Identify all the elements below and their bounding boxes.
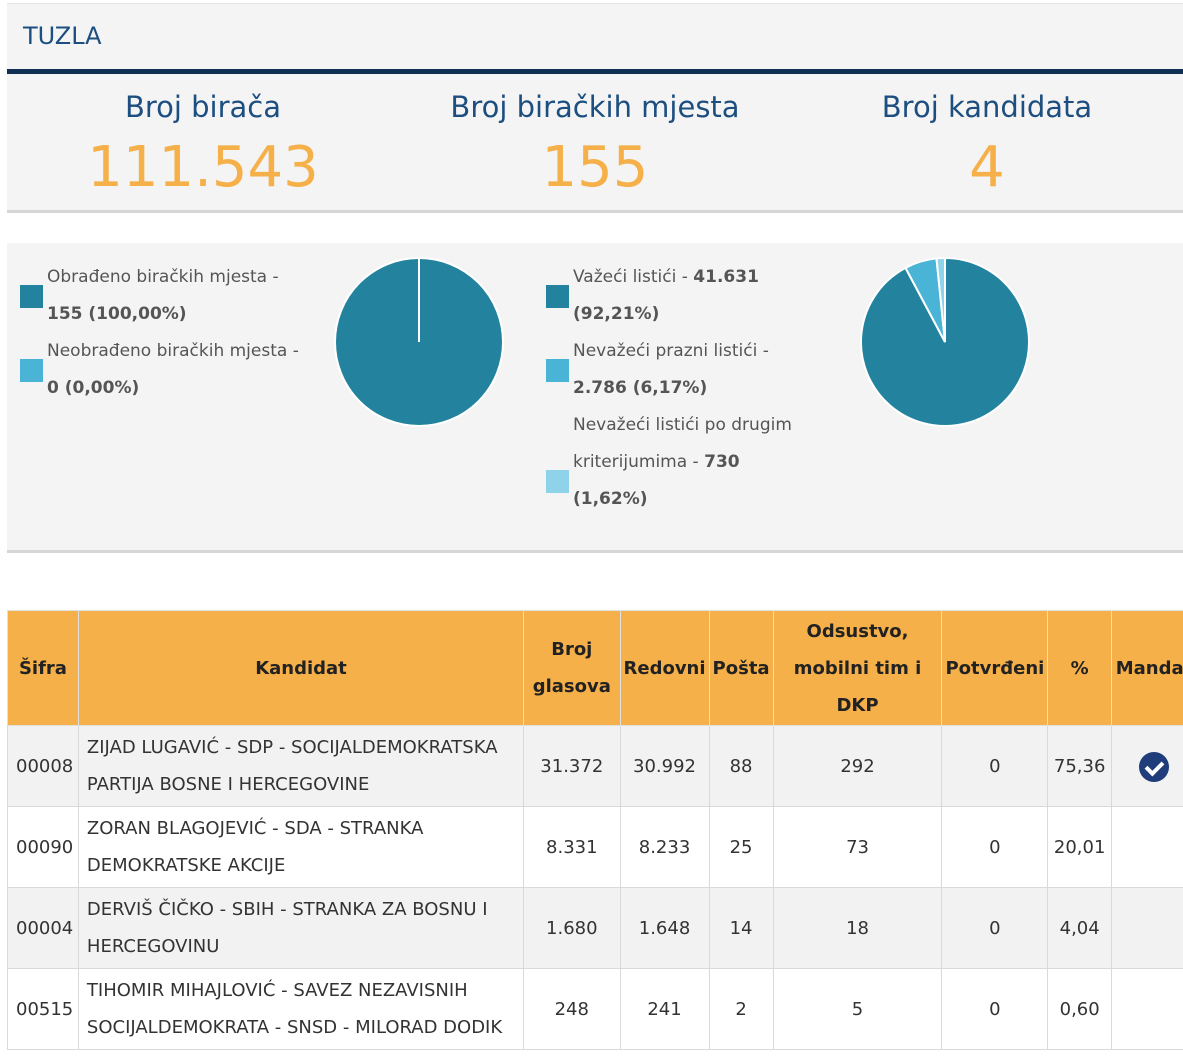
table-row: 00008 ZIJAD LUGAVIĆ - SDP - SOCIJALDEMOK… <box>7 725 1183 807</box>
cell-confirmed: 0 <box>941 725 1049 807</box>
page-title: TUZLA <box>23 22 102 50</box>
cell-confirmed: 0 <box>941 887 1049 969</box>
cell-mail: 2 <box>708 968 774 1050</box>
legend-swatch-unprocessed <box>20 359 43 382</box>
legend-label-other-invalid-1: Nevažeći listići po drugim <box>573 415 792 435</box>
col-code[interactable]: Šifra <box>7 610 79 726</box>
legend-label-valid: Važeći listići - <box>573 267 688 287</box>
stat-voters-value: 111.543 <box>87 135 319 200</box>
legend-swatch-processed <box>20 285 43 308</box>
cell-mandate <box>1111 887 1183 969</box>
col-percent[interactable]: % <box>1047 610 1113 726</box>
cell-percent: 4,04 <box>1047 887 1113 969</box>
cell-candidate: ZORAN BLAGOJEVIĆ - SDA - STRANKA DEMOKRAT… <box>77 806 525 888</box>
stats-panel: Broj birača 111.543 Broj biračkih mjesta… <box>7 74 1183 213</box>
legend-value-valid-count: 41.631 <box>693 267 759 287</box>
stat-voters-label: Broj birača <box>124 90 282 124</box>
region-header: TUZLA <box>7 3 1183 70</box>
legend-label-unprocessed: Neobrađeno biračkih mjesta - <box>47 341 299 361</box>
legend-label-other-invalid-2: kriterijumima - <box>573 452 699 472</box>
col-confirmed[interactable]: Potvrđeni <box>941 610 1049 726</box>
cell-absent: 292 <box>772 725 943 807</box>
legend-swatch-other-invalid <box>546 470 569 493</box>
pie-chart-ballots <box>860 256 1030 427</box>
legend-item-blank: Nevažeći prazni listići - 2.786 (6,17%) <box>533 333 833 407</box>
legend-value-blank: 2.786 (6,17%) <box>573 378 708 398</box>
legend-label-processed: Obrađeno biračkih mjesta - <box>47 267 279 287</box>
stat-voters: Broj birača 111.543 <box>7 74 399 198</box>
cell-regular: 30.992 <box>619 725 710 807</box>
col-absent[interactable]: Odsustvo, mobilni tim i DKP <box>772 610 943 726</box>
cell-mail: 88 <box>708 725 774 807</box>
cell-regular: 1.648 <box>619 887 710 969</box>
col-regular[interactable]: Redovni <box>619 610 710 726</box>
cell-absent: 5 <box>772 968 943 1050</box>
legend-swatch-blank <box>546 359 569 382</box>
cell-confirmed: 0 <box>941 968 1049 1050</box>
cell-mail: 14 <box>708 887 774 969</box>
cell-votes: 1.680 <box>523 887 621 969</box>
header-divider <box>7 69 1183 74</box>
legend-value-other-invalid-pct: (1,62%) <box>573 489 648 509</box>
col-candidate[interactable]: Kandidat <box>77 610 525 726</box>
table-row: 00004 DERVIŠ ČIČKO - SBIH - STRANKA ZA B… <box>7 887 1183 969</box>
col-mail[interactable]: Pošta <box>708 610 774 726</box>
stat-candidates: Broj kandidata 4 <box>791 74 1183 198</box>
cell-code: 00004 <box>7 887 79 969</box>
charts-panel: Obrađeno biračkih mjesta - 155 (100,00%)… <box>7 243 1183 553</box>
cell-confirmed: 0 <box>941 806 1049 888</box>
cell-absent: 73 <box>772 806 943 888</box>
cell-candidate: DERVIŠ ČIČKO - SBIH - STRANKA ZA BOSNU I… <box>77 887 525 969</box>
cell-code: 00090 <box>7 806 79 888</box>
legend-label-blank: Nevažeći prazni listići - <box>573 341 769 361</box>
cell-votes: 31.372 <box>523 725 621 807</box>
cell-percent: 0,60 <box>1047 968 1113 1050</box>
cell-code: 00515 <box>7 968 79 1050</box>
cell-candidate: TIHOMIR MIHAJLOVIĆ - SAVEZ NEZAVISNIH SOC… <box>77 968 525 1050</box>
stat-candidates-label: Broj kandidata <box>881 90 1093 124</box>
col-mandate[interactable]: Mandat <box>1111 610 1183 726</box>
col-votes[interactable]: Broj glasova <box>523 610 621 726</box>
cell-mandate <box>1111 806 1183 888</box>
cell-candidate: ZIJAD LUGAVIĆ - SDP - SOCIJALDEMOKRATSKA… <box>77 725 525 807</box>
legend-item-valid: Važeći listići - 41.631 (92,21%) <box>533 259 833 333</box>
legend-value-valid-pct: (92,21%) <box>573 304 660 324</box>
pie-chart-processing <box>334 257 504 427</box>
cell-regular: 241 <box>619 968 710 1050</box>
table-header-row: Šifra Kandidat Broj glasova Redovni Pošta… <box>7 610 1183 726</box>
legend-value-unprocessed: 0 (0,00%) <box>47 378 140 398</box>
cell-mail: 25 <box>708 806 774 888</box>
chart2-legend: Važeći listići - 41.631 (92,21%) Nevažeć… <box>533 259 833 518</box>
stat-candidates-value: 4 <box>969 135 1005 200</box>
legend-item-processed: Obrađeno biračkih mjesta - 155 (100,00%) <box>7 259 307 333</box>
legend-item-other-invalid: Nevažeći listići po drugim kriterijumima… <box>533 407 833 518</box>
cell-votes: 8.331 <box>523 806 621 888</box>
cell-percent: 75,36 <box>1047 725 1113 807</box>
stat-polling-stations-label: Broj biračkih mjesta <box>450 90 740 124</box>
cell-absent: 18 <box>772 887 943 969</box>
stat-polling-stations: Broj biračkih mjesta 155 <box>399 74 791 198</box>
cell-mandate <box>1111 968 1183 1050</box>
table-row: 00090 ZORAN BLAGOJEVIĆ - SDA - STRANKA DE… <box>7 806 1183 888</box>
legend-value-other-invalid-count: 730 <box>704 452 740 472</box>
legend-value-processed: 155 (100,00%) <box>47 304 187 324</box>
legend-swatch-valid <box>546 285 569 308</box>
cell-regular: 8.233 <box>619 806 710 888</box>
chart1-legend: Obrađeno biračkih mjesta - 155 (100,00%)… <box>7 259 307 407</box>
cell-mandate <box>1111 725 1183 807</box>
table-row: 00515 TIHOMIR MIHAJLOVIĆ - SAVEZ NEZAVIS… <box>7 968 1183 1050</box>
cell-code: 00008 <box>7 725 79 807</box>
stat-polling-stations-value: 155 <box>541 135 649 200</box>
pie-slice-other-invalid <box>935 256 946 343</box>
results-table: Šifra Kandidat Broj glasova Redovni Pošta… <box>7 610 1183 1050</box>
cell-percent: 20,01 <box>1047 806 1113 888</box>
cell-votes: 248 <box>523 968 621 1050</box>
legend-item-unprocessed: Neobrađeno biračkih mjesta - 0 (0,00%) <box>7 333 307 407</box>
mandate-check-icon <box>1139 751 1170 782</box>
